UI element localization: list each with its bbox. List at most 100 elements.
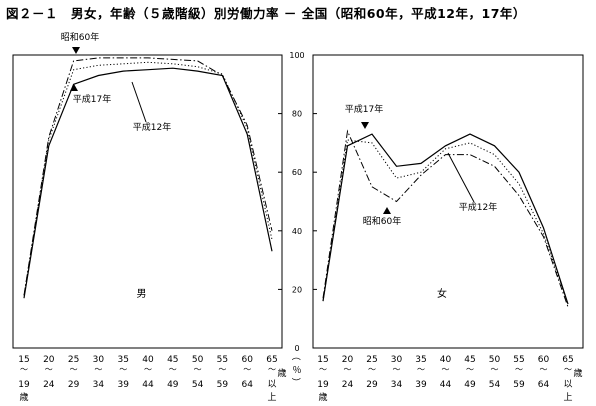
series-line-dashdot xyxy=(322,129,569,308)
y-unit-label-char: ） xyxy=(290,377,301,386)
x-tick-tilde: ～ xyxy=(218,365,226,374)
x-tick-tilde: ～ xyxy=(491,365,499,374)
x-tick-tilde: ～ xyxy=(368,365,376,374)
x-tick-tilde: ～ xyxy=(70,365,78,374)
x-tick-suffix: 歳 xyxy=(19,391,28,403)
x-tick-label: 以 xyxy=(563,380,572,390)
x-tick-label: 45 xyxy=(167,355,178,365)
annotation-label: 平成17年 xyxy=(73,93,111,105)
x-tick-tilde: ～ xyxy=(243,365,251,374)
x-tick-side: 歳 xyxy=(573,367,582,379)
annotation-up-triangle xyxy=(70,84,78,91)
x-tick-label: 30 xyxy=(391,355,403,365)
x-tick-label: 60 xyxy=(241,355,253,365)
annotation-pointer-line xyxy=(131,81,147,123)
x-tick-tilde: ～ xyxy=(466,365,474,374)
x-tick-label: 65 xyxy=(266,355,277,365)
plot-frame xyxy=(12,54,283,349)
x-tick-label: 25 xyxy=(68,355,79,365)
y-tick-label: 60 xyxy=(292,168,302,177)
x-tick-label: 40 xyxy=(440,355,452,365)
y-tick-label: 80 xyxy=(292,110,302,119)
annotation-label: 昭和60年 xyxy=(61,31,99,43)
shared-y-axis: 100 80 60 40 20 0（ ％） xyxy=(289,51,304,387)
x-tick-tilde: ～ xyxy=(94,365,102,374)
x-tick-tilde: ～ xyxy=(417,365,425,374)
x-tick-label: 54 xyxy=(489,380,501,390)
x-tick-label: 34 xyxy=(391,380,403,390)
x-tick-label: 19 xyxy=(18,380,30,390)
x-tick-side: 歳 xyxy=(277,367,286,379)
annotation-pointer-line xyxy=(447,152,475,203)
x-tick-label: 65 xyxy=(562,355,573,365)
series-line-solid xyxy=(23,67,273,299)
x-tick-tilde: ～ xyxy=(268,365,276,374)
series-line-dotted xyxy=(23,61,273,296)
x-tick-label: 50 xyxy=(489,355,501,365)
x-tick-suffix: 上 xyxy=(563,392,572,403)
y-unit-label-char: （ xyxy=(290,351,301,360)
x-tick-label: 49 xyxy=(464,380,476,390)
y-unit-label-char: ％ xyxy=(292,365,301,376)
figure-title: 図２－１ 男女，年齢（５歳階級）別労働力率 － 全国（昭和60年，平成12年，1… xyxy=(6,6,526,21)
x-tick-label: 54 xyxy=(192,380,204,390)
annotation-label: 平成12年 xyxy=(133,121,171,133)
series-line-solid xyxy=(322,133,569,305)
x-tick-tilde: ～ xyxy=(144,365,152,374)
x-tick-label: 15 xyxy=(18,355,29,365)
x-tick-label: 55 xyxy=(513,355,524,365)
x-tick-label: 44 xyxy=(440,380,452,390)
x-tick-suffix: 歳 xyxy=(318,391,327,403)
x-tick-tilde: ～ xyxy=(344,365,352,374)
chart-panel-male: 男15～19歳20～2425～2930～3435～3940～4445～4950～… xyxy=(12,31,287,403)
x-tick-label: 60 xyxy=(538,355,550,365)
plot-frame xyxy=(312,54,584,349)
x-tick-label: 35 xyxy=(117,355,128,365)
x-tick-label: 49 xyxy=(167,380,179,390)
annotation-down-triangle xyxy=(361,122,369,129)
annotation-down-triangle xyxy=(72,47,80,54)
x-tick-tilde: ～ xyxy=(169,365,177,374)
x-tick-label: 15 xyxy=(317,355,328,365)
y-tick-label: 0 xyxy=(294,344,299,353)
x-tick-label: 59 xyxy=(513,380,525,390)
x-tick-label: 39 xyxy=(415,380,427,390)
x-tick-label: 34 xyxy=(93,380,105,390)
series-line-dotted xyxy=(322,139,569,305)
x-tick-label: 29 xyxy=(366,380,378,390)
x-tick-label: 以 xyxy=(267,380,276,390)
x-tick-tilde: ～ xyxy=(393,365,401,374)
x-tick-label: 24 xyxy=(43,380,55,390)
chart-panel-female: 女15～19歳20～2425～2930～3435～3940～4445～4950～… xyxy=(312,54,584,403)
x-tick-label: 55 xyxy=(217,355,228,365)
x-tick-label: 40 xyxy=(142,355,154,365)
x-tick-label: 59 xyxy=(217,380,229,390)
x-tick-label: 64 xyxy=(241,380,253,390)
annotation-up-triangle xyxy=(383,207,391,214)
x-tick-tilde: ～ xyxy=(442,365,450,374)
x-tick-label: 24 xyxy=(342,380,354,390)
y-tick-label: 40 xyxy=(292,227,302,236)
x-tick-label: 35 xyxy=(415,355,426,365)
y-tick-label: 100 xyxy=(289,51,304,60)
x-tick-label: 45 xyxy=(464,355,475,365)
x-tick-label: 30 xyxy=(93,355,105,365)
x-tick-label: 20 xyxy=(43,355,55,365)
x-tick-tilde: ～ xyxy=(564,365,572,374)
x-tick-label: 64 xyxy=(538,380,550,390)
x-tick-tilde: ～ xyxy=(515,365,523,374)
panel-label: 女 xyxy=(437,287,447,300)
x-tick-tilde: ～ xyxy=(20,365,28,374)
x-tick-tilde: ～ xyxy=(319,365,327,374)
x-tick-label: 19 xyxy=(317,380,329,390)
x-tick-label: 29 xyxy=(68,380,80,390)
annotation-label: 昭和60年 xyxy=(363,215,401,227)
annotation-label: 平成12年 xyxy=(459,201,497,213)
x-tick-tilde: ～ xyxy=(119,365,127,374)
x-tick-tilde: ～ xyxy=(540,365,548,374)
x-tick-suffix: 上 xyxy=(267,392,276,403)
y-tick-label: 20 xyxy=(292,285,302,294)
annotation-label: 平成17年 xyxy=(345,103,383,115)
x-tick-label: 25 xyxy=(366,355,377,365)
